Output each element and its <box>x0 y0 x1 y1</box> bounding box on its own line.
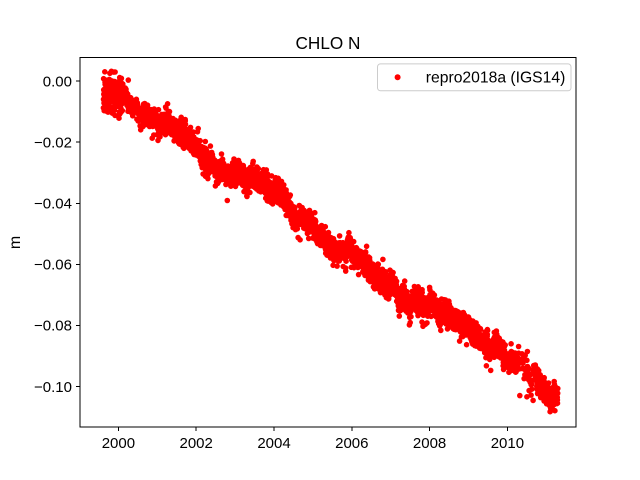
svg-text:−0.02: −0.02 <box>34 134 72 151</box>
svg-text:2006: 2006 <box>335 435 368 452</box>
svg-text:−0.06: −0.06 <box>34 257 72 274</box>
svg-text:2008: 2008 <box>413 435 446 452</box>
svg-text:2000: 2000 <box>102 435 135 452</box>
svg-text:−0.04: −0.04 <box>34 196 72 213</box>
svg-text:CHLO N: CHLO N <box>296 33 361 53</box>
svg-text:−0.08: −0.08 <box>34 318 72 335</box>
svg-text:2010: 2010 <box>491 435 524 452</box>
svg-text:−0.10: −0.10 <box>34 379 72 396</box>
svg-text:2004: 2004 <box>257 435 290 452</box>
svg-text:repro2018a (IGS14): repro2018a (IGS14) <box>426 70 566 87</box>
svg-text:m: m <box>7 236 24 249</box>
svg-text:2002: 2002 <box>180 435 213 452</box>
svg-text:0.00: 0.00 <box>43 73 72 90</box>
